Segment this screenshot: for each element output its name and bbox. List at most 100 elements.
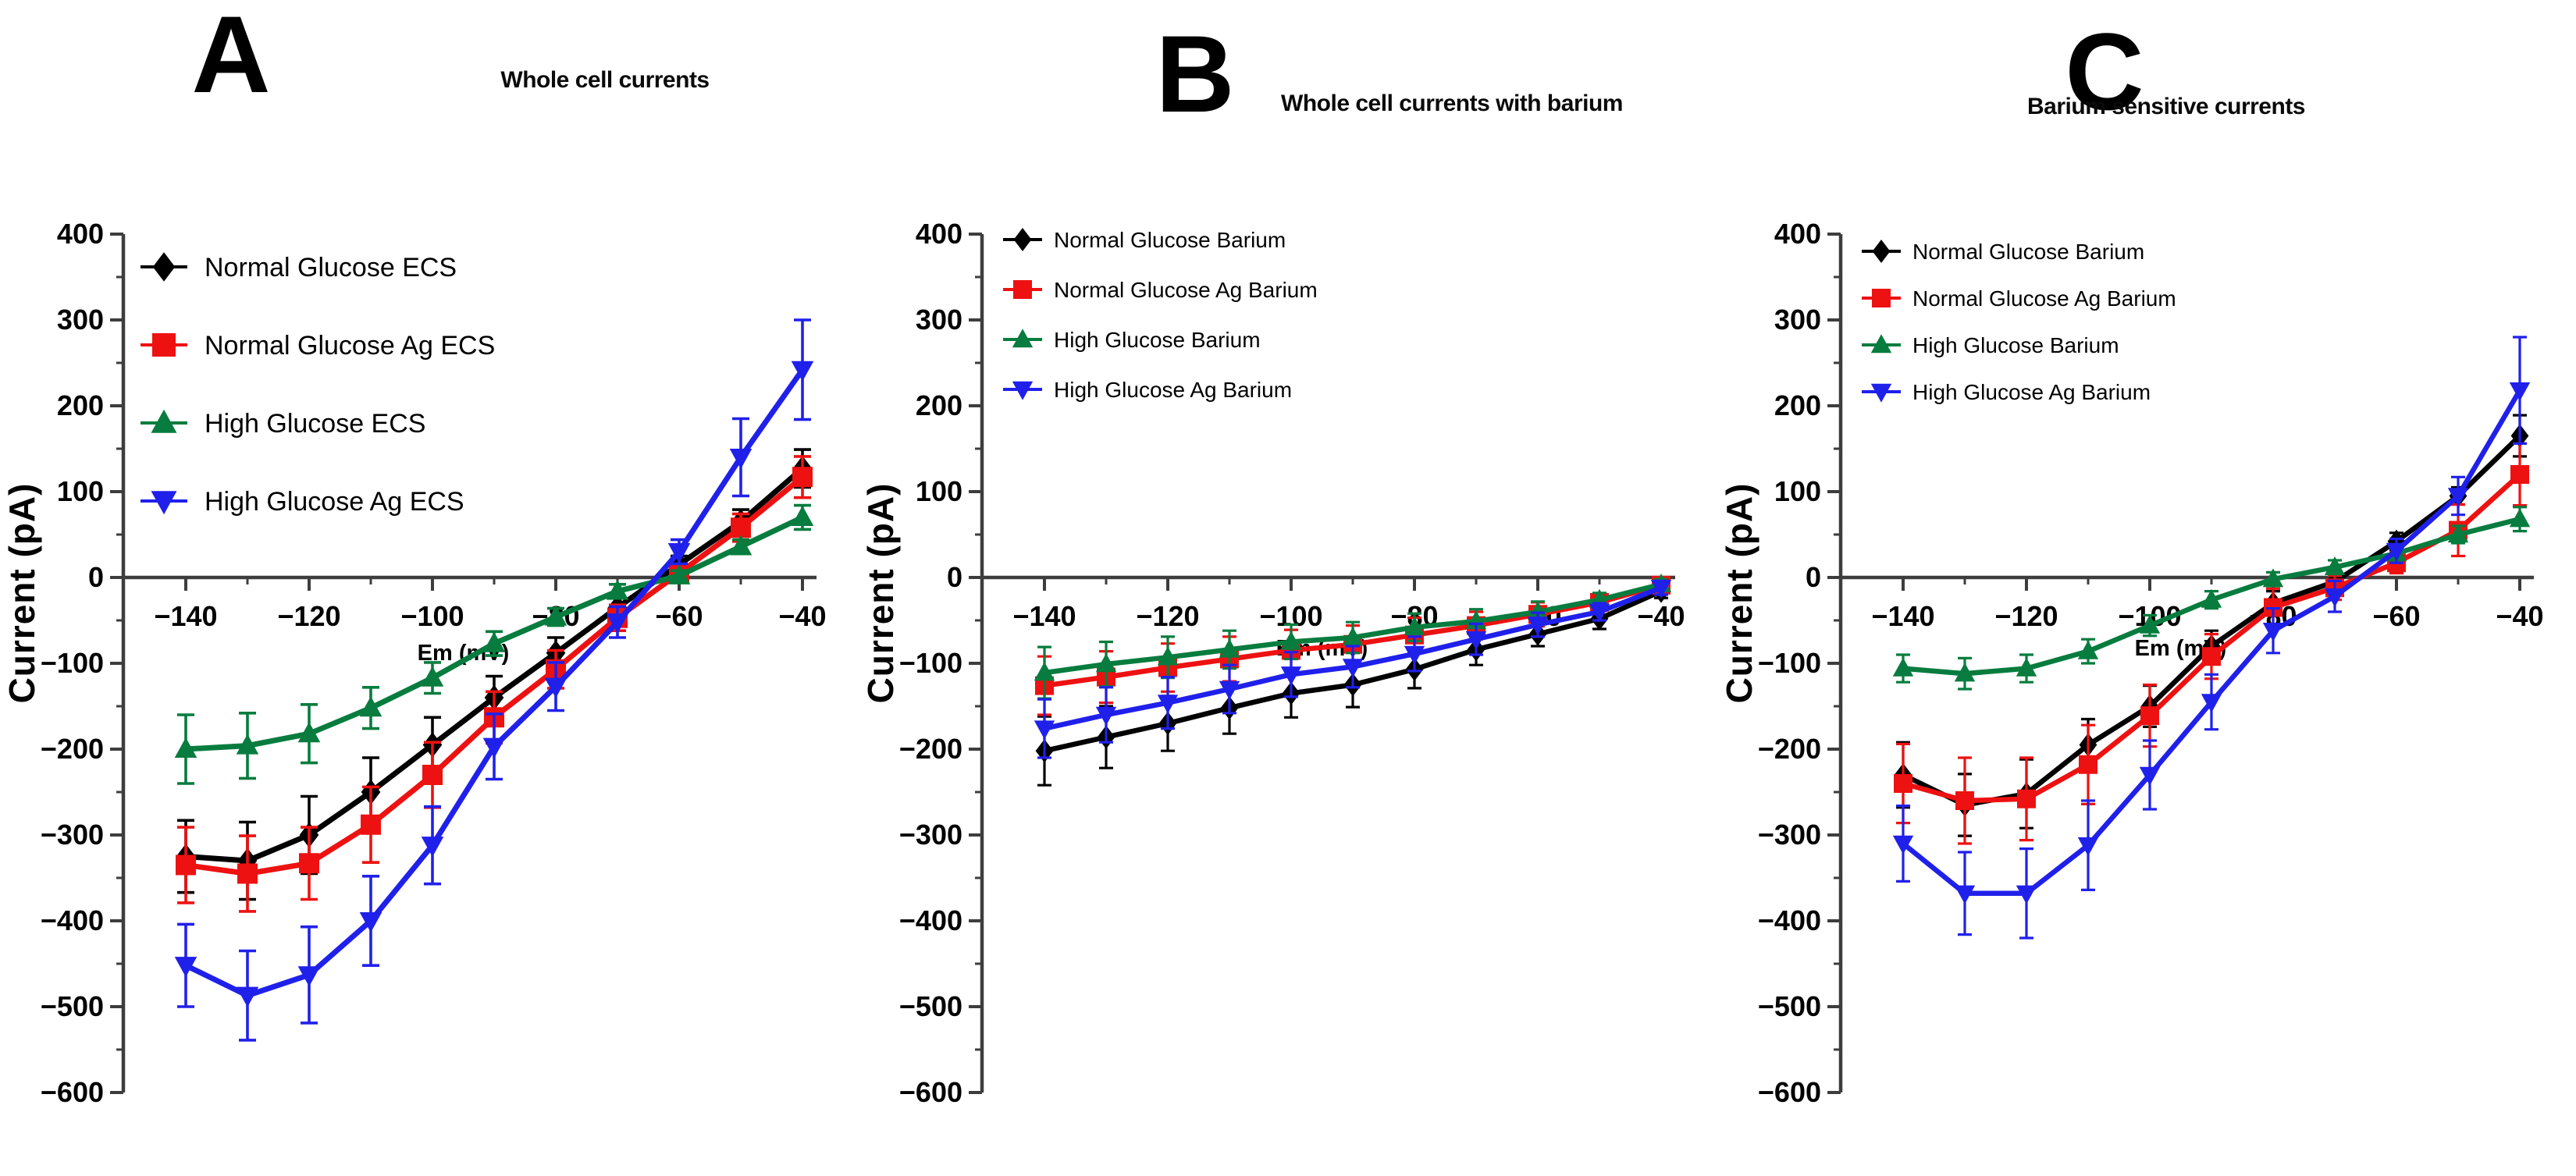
svg-text:0: 0 — [1806, 561, 1821, 593]
triangle-up-marker-icon — [1892, 657, 1914, 677]
svg-text:−600: −600 — [1758, 1076, 1821, 1108]
legend-item-normal-glucose-barium: Normal Glucose Barium — [1003, 228, 1286, 252]
triangle-up-marker-icon — [2016, 657, 2037, 677]
chart-barium-sensitive-currents: 400 300 200 100 0 −100 −200 −300 −400 −500 −600 −14… — [1719, 218, 2544, 1108]
y-axis-ticks: 400 300 200 100 0 −100 −200 −300 −400 −500 −600 — [41, 218, 123, 1108]
svg-text:−140: −140 — [1012, 600, 1076, 632]
panel-b: B Whole cell currents with barium 400 300… — [859, 0, 1717, 1176]
triangle-up-marker-icon — [1012, 329, 1034, 348]
svg-text:Normal Glucose Barium: Normal Glucose Barium — [1054, 228, 1286, 252]
svg-text:Current (pA): Current (pA) — [2, 483, 42, 704]
svg-text:−200: −200 — [899, 733, 962, 765]
svg-text:Normal Glucose Ag ECS: Normal Glucose Ag ECS — [205, 331, 495, 361]
series-normal-glucose-ag-barium — [1894, 442, 2529, 845]
square-marker-icon — [792, 467, 813, 488]
svg-text:−300: −300 — [899, 819, 962, 851]
series-normal-glucose-ecs — [176, 448, 813, 901]
svg-text:400: 400 — [1774, 218, 1821, 250]
triangle-up-marker-icon — [482, 631, 506, 652]
svg-text:High Glucose Ag Barium: High Glucose Ag Barium — [1912, 380, 2151, 404]
square-marker-icon — [361, 814, 381, 835]
panel-a: A Whole cell currents 400 300 200 100 0 −100 −… — [0, 0, 859, 1176]
triangle-down-marker-icon — [1589, 603, 1610, 623]
square-marker-icon — [176, 854, 196, 876]
triangle-up-marker-icon — [1527, 601, 1549, 620]
series-high-glucose-ecs — [174, 503, 814, 785]
svg-text:−60: −60 — [2372, 600, 2420, 632]
svg-text:−100: −100 — [899, 647, 962, 679]
svg-text:400: 400 — [57, 218, 104, 250]
svg-text:−500: −500 — [899, 990, 962, 1022]
triangle-down-marker-icon — [1342, 659, 1364, 678]
svg-text:200: 200 — [916, 389, 962, 421]
triangle-down-marker-icon — [2139, 766, 2161, 786]
legend-item-high-glucose-ecs: High Glucose ECS — [141, 409, 425, 439]
triangle-up-marker-icon — [297, 722, 321, 743]
triangle-up-marker-icon — [1404, 616, 1425, 635]
triangle-up-marker-icon — [606, 579, 629, 600]
triangle-down-marker-icon — [2262, 623, 2284, 641]
y-axis-ticks: 400 300 200 100 0 −100 −200 −300 −400 −500 −600 — [1758, 218, 1841, 1108]
svg-text:−300: −300 — [1758, 819, 1821, 851]
legend: Normal Glucose Barium Normal Glucose Ag B… — [1003, 228, 1318, 402]
panel-title-a: Whole cell currents — [500, 67, 710, 93]
svg-text:−600: −600 — [41, 1076, 104, 1108]
triangle-down-marker-icon — [544, 677, 568, 698]
svg-text:−500: −500 — [41, 990, 104, 1022]
triangle-up-marker-icon — [236, 734, 259, 755]
svg-text:Normal Glucose Ag Barium: Normal Glucose Ag Barium — [1054, 278, 1318, 302]
triangle-down-marker-icon — [2201, 694, 2222, 713]
legend-item-high-glucose-barium: High Glucose Barium — [1862, 333, 2119, 357]
svg-text:200: 200 — [1774, 389, 1821, 421]
svg-text:0: 0 — [947, 561, 962, 593]
svg-text:100: 100 — [1774, 475, 1821, 507]
svg-text:−500: −500 — [1758, 990, 1821, 1022]
triangle-up-marker-icon — [2201, 588, 2222, 608]
triangle-up-marker-icon — [1342, 627, 1364, 646]
triangle-up-marker-icon — [2509, 508, 2531, 528]
triangle-down-marker-icon — [1650, 580, 1672, 599]
axes — [980, 234, 1675, 1093]
triangle-up-marker-icon — [729, 535, 753, 556]
triangle-up-marker-icon — [1280, 631, 1302, 650]
svg-text:Normal Glucose Ag Barium: Normal Glucose Ag Barium — [1912, 286, 2176, 311]
legend: Normal Glucose Barium Normal Glucose Ag B… — [1862, 240, 2176, 404]
triangle-up-marker-icon — [791, 506, 814, 527]
triangle-down-marker-icon — [791, 361, 814, 382]
triangle-up-marker-icon — [174, 737, 197, 759]
chart-whole-cell-currents: 400 300 200 100 0 −100 −200 −300 −400 −500 −600 −14… — [2, 218, 827, 1108]
svg-text:−120: −120 — [277, 600, 340, 632]
svg-text:100: 100 — [916, 475, 962, 507]
triangle-down-marker-icon — [606, 613, 629, 634]
svg-text:High Glucose Barium: High Glucose Barium — [1912, 333, 2119, 357]
triangle-down-marker-icon — [667, 542, 691, 563]
square-marker-icon — [1894, 774, 1912, 793]
square-marker-icon — [299, 853, 319, 874]
triangle-up-marker-icon — [2077, 640, 2099, 659]
svg-text:High Glucose Ag ECS: High Glucose Ag ECS — [205, 487, 464, 517]
triangle-down-marker-icon — [151, 491, 177, 515]
panel-letter-c: C — [2065, 10, 2144, 133]
svg-text:−140: −140 — [1871, 600, 1934, 632]
axes — [1838, 234, 2534, 1093]
svg-text:−140: −140 — [154, 600, 217, 632]
svg-text:Normal Glucose ECS: Normal Glucose ECS — [205, 253, 457, 282]
triangle-down-marker-icon — [1012, 381, 1034, 400]
panel-letter-a: A — [191, 0, 270, 115]
triangle-up-marker-icon — [1157, 646, 1179, 666]
triangle-down-marker-icon — [2016, 885, 2037, 904]
triangle-down-marker-icon — [1892, 835, 1914, 854]
svg-text:−400: −400 — [41, 904, 104, 936]
legend-item-normal-glucose-ecs: Normal Glucose ECS — [141, 252, 457, 282]
svg-text:300: 300 — [57, 304, 104, 336]
triangle-up-marker-icon — [1034, 662, 1055, 681]
triangle-up-marker-icon — [2447, 524, 2469, 543]
diamond-marker-icon — [1013, 228, 1032, 251]
panel-title-c: Barium sensitive currents — [2027, 94, 2305, 119]
square-marker-icon — [2017, 789, 2036, 808]
triangle-down-marker-icon — [2386, 542, 2407, 562]
svg-text:Current (pA): Current (pA) — [860, 483, 901, 704]
diamond-marker-icon — [152, 252, 176, 282]
svg-text:200: 200 — [57, 389, 104, 421]
chart-whole-cell-currents-with-barium: 400 300 200 100 0 −100 −200 −300 −400 −500 −600 −14… — [860, 218, 1685, 1108]
